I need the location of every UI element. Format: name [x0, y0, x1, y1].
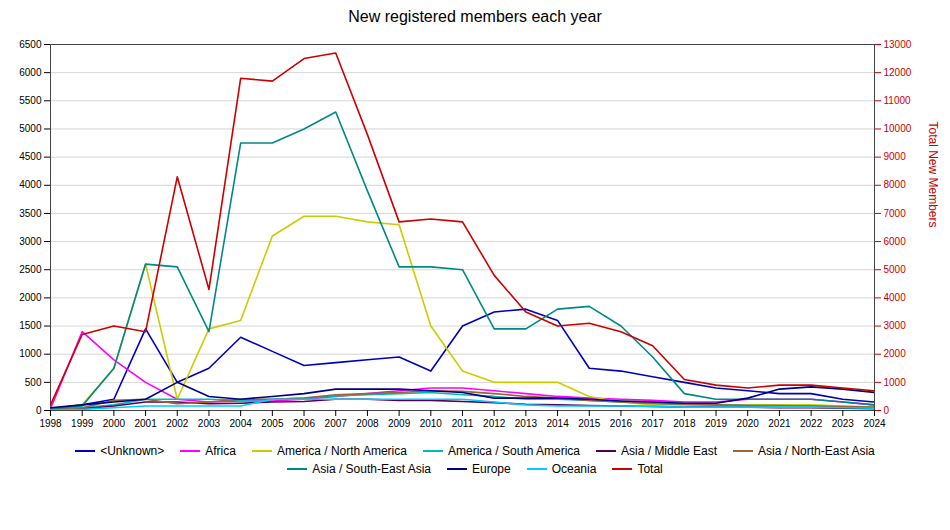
svg-text:9000: 9000 — [884, 151, 907, 162]
html-text:Asia / North-East Asia: Asia / North-East Asia — [758, 444, 875, 458]
svg-text:2500: 2500 — [19, 264, 42, 275]
svg-text:8000: 8000 — [884, 179, 907, 190]
html-text:Asia / South-East Asia: Asia / South-East Asia — [312, 462, 431, 476]
svg-text:1500: 1500 — [19, 320, 42, 331]
svg-text:2010: 2010 — [420, 418, 443, 429]
svg-text:2005: 2005 — [261, 418, 284, 429]
svg-text:2012: 2012 — [483, 418, 506, 429]
html-text:Asia / Middle East: Asia / Middle East — [621, 444, 718, 458]
html-text:<Unknown>: <Unknown> — [100, 444, 165, 458]
svg-text:2015: 2015 — [578, 418, 601, 429]
svg-text:2014: 2014 — [546, 418, 569, 429]
svg-text:4000: 4000 — [19, 179, 42, 190]
html-text:Europe: Europe — [472, 462, 511, 476]
svg-text:5000: 5000 — [19, 123, 42, 134]
svg-text:2011: 2011 — [452, 418, 474, 429]
svg-text:0: 0 — [36, 405, 42, 416]
svg-text:5500: 5500 — [19, 95, 42, 106]
svg-text:2021: 2021 — [768, 418, 791, 429]
svg-text:2020: 2020 — [737, 418, 760, 429]
svg-text:2018: 2018 — [673, 418, 696, 429]
svg-text:1998: 1998 — [39, 418, 62, 429]
svg-text:2024: 2024 — [863, 418, 886, 429]
svg-text:11000: 11000 — [884, 95, 912, 106]
svg-text:1000: 1000 — [884, 377, 907, 388]
svg-text:3500: 3500 — [19, 208, 42, 219]
svg-text:6000: 6000 — [19, 67, 42, 78]
svg-text:4500: 4500 — [19, 151, 42, 162]
svg-text:2000: 2000 — [103, 418, 126, 429]
svg-text:2002: 2002 — [166, 418, 189, 429]
svg-text:2017: 2017 — [642, 418, 665, 429]
svg-text:4000: 4000 — [884, 292, 907, 303]
svg-text:3000: 3000 — [884, 320, 907, 331]
html-text:Oceania: Oceania — [551, 462, 597, 476]
svg-text:7000: 7000 — [884, 208, 907, 219]
svg-text:2003: 2003 — [198, 418, 221, 429]
svg-text:2004: 2004 — [230, 418, 253, 429]
svg-text:10000: 10000 — [884, 123, 912, 134]
svg-text:2022: 2022 — [800, 418, 823, 429]
svg-text:3000: 3000 — [19, 236, 42, 247]
svg-text:2000: 2000 — [884, 348, 907, 359]
html-text:Total: Total — [637, 462, 663, 476]
svg-text:5000: 5000 — [884, 264, 907, 275]
svg-text:2006: 2006 — [293, 418, 316, 429]
html-text:America / North America: America / North America — [276, 444, 407, 458]
svg-text:2000: 2000 — [19, 292, 42, 303]
svg-text:6000: 6000 — [884, 236, 907, 247]
svg-text:2013: 2013 — [515, 418, 538, 429]
svg-text:2016: 2016 — [610, 418, 633, 429]
svg-text:1999: 1999 — [71, 418, 94, 429]
svg-text:2001: 2001 — [134, 418, 157, 429]
svg-text:0: 0 — [884, 405, 890, 416]
html-text:America / South America: America / South America — [448, 444, 580, 458]
svg-text:2023: 2023 — [832, 418, 855, 429]
svg-text:Total New Members: Total New Members — [926, 121, 940, 227]
svg-text:13000: 13000 — [884, 39, 912, 50]
html-text:New registered members each ye: New registered members each year — [348, 8, 602, 25]
svg-text:2019: 2019 — [705, 418, 728, 429]
html-text:Africa: Africa — [205, 444, 236, 458]
svg-text:500: 500 — [25, 377, 42, 388]
svg-text:2008: 2008 — [356, 418, 379, 429]
svg-text:12000: 12000 — [884, 67, 912, 78]
svg-text:6500: 6500 — [19, 39, 42, 50]
svg-text:2009: 2009 — [388, 418, 411, 429]
svg-text:1000: 1000 — [19, 348, 42, 359]
svg-text:2007: 2007 — [325, 418, 348, 429]
